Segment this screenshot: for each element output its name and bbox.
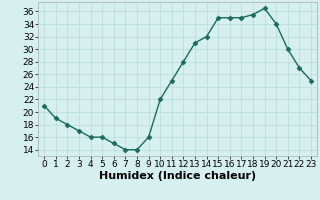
X-axis label: Humidex (Indice chaleur): Humidex (Indice chaleur) — [99, 171, 256, 181]
